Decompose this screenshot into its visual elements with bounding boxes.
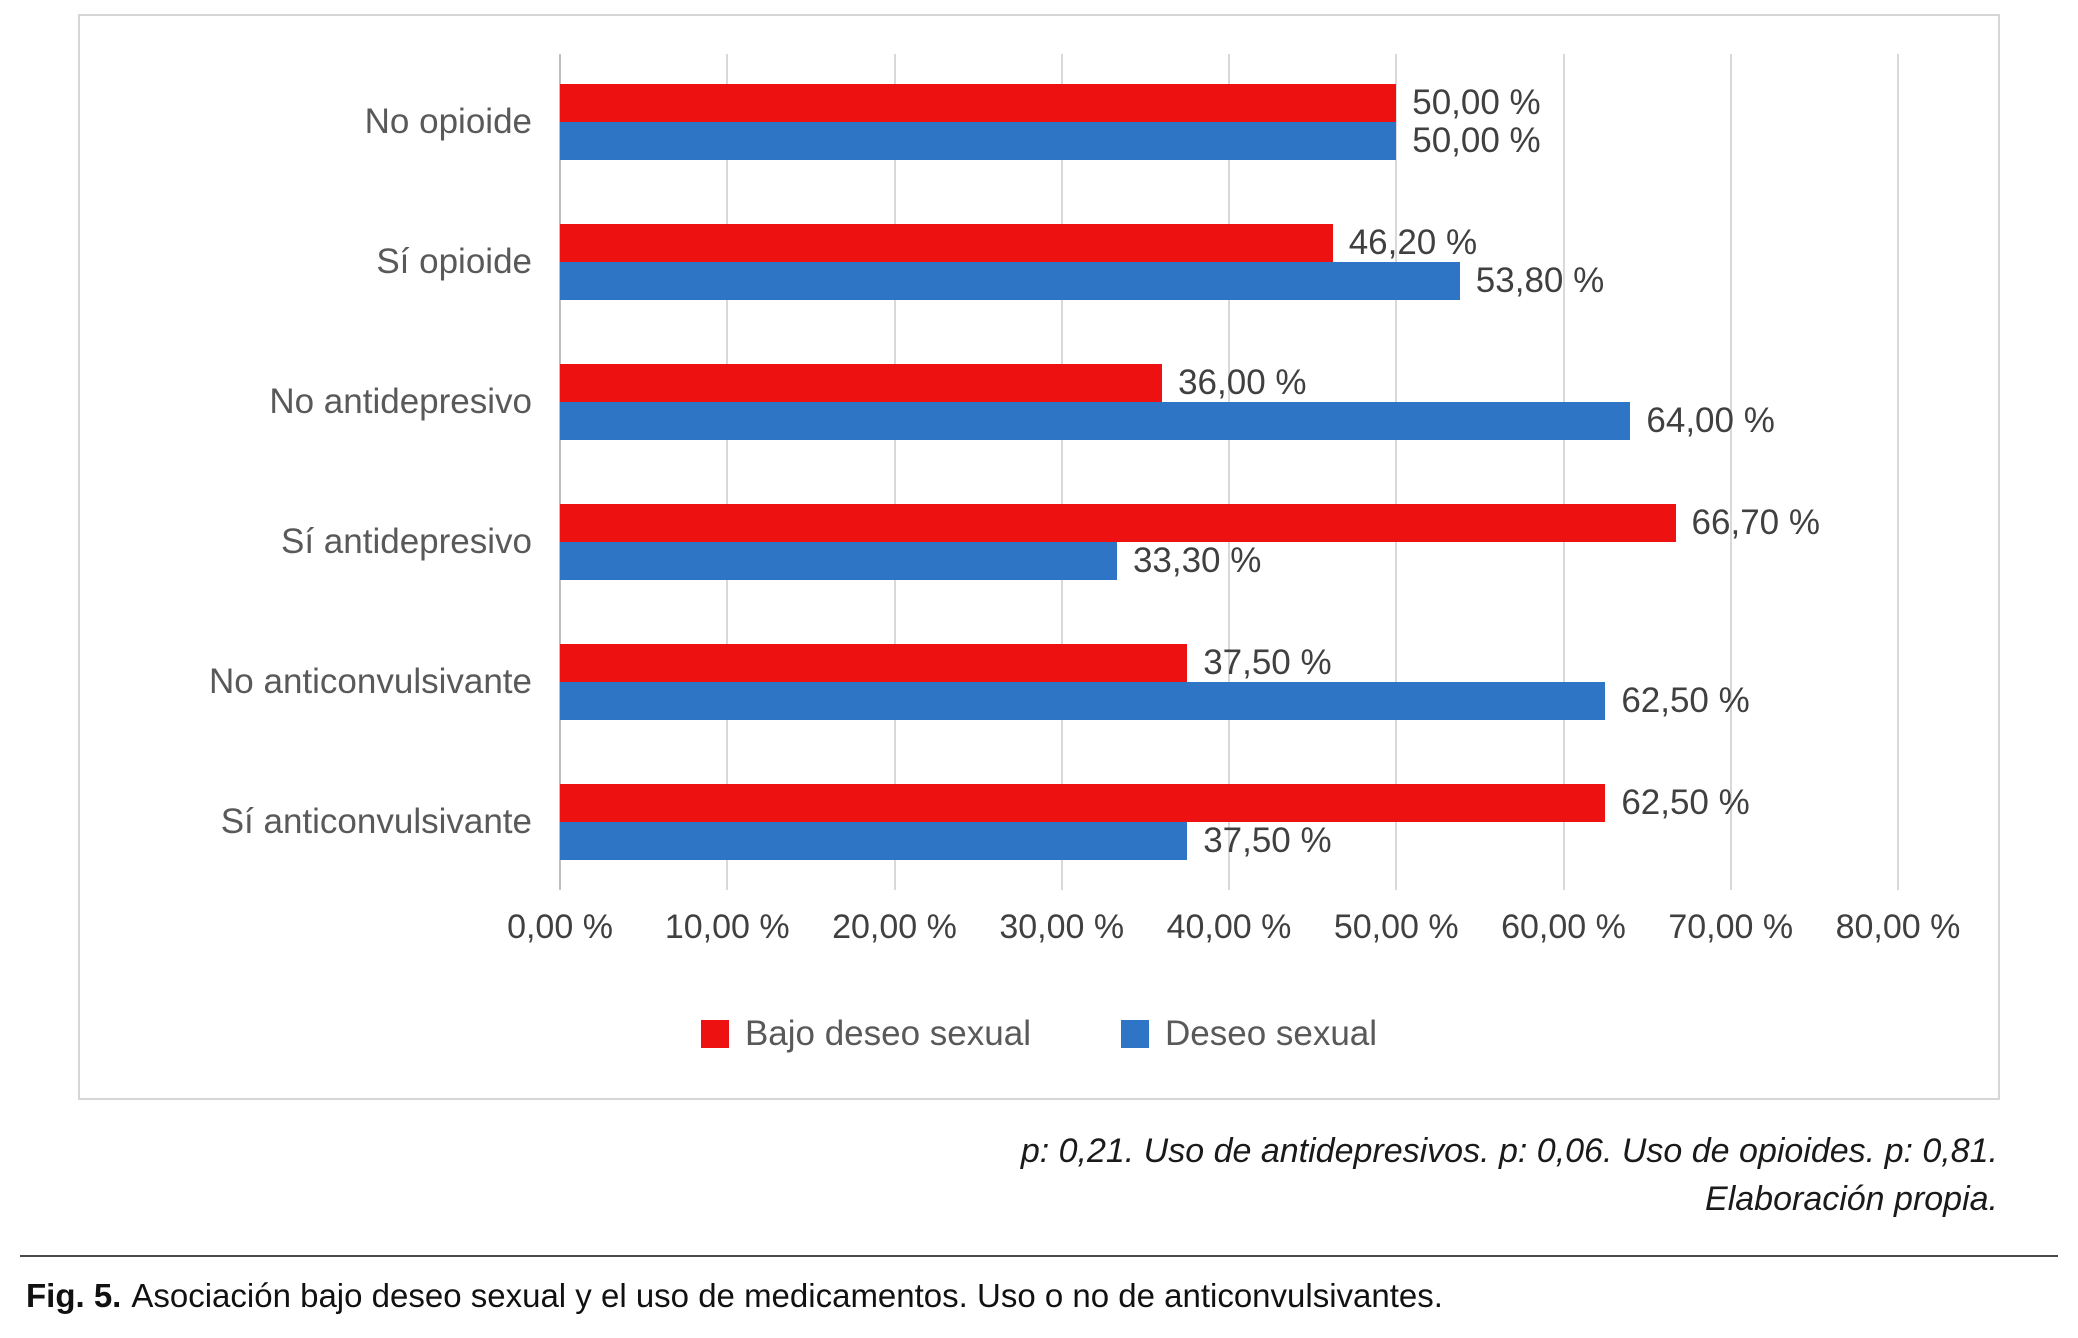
chart-row: Sí antidepresivo 66,70 % 33,30 % <box>110 503 1968 580</box>
gridline <box>1897 54 1899 890</box>
gridline <box>726 54 729 890</box>
x-tick-label: 50,00 % <box>1333 908 1459 946</box>
bar-group: 62,50 % 37,50 % <box>560 783 1898 860</box>
bar-value-label: 33,30 % <box>1132 541 1262 580</box>
bar-group: 66,70 % 33,30 % <box>560 503 1898 580</box>
bar-value-label: 46,20 % <box>1348 223 1478 262</box>
chart-rows: No opioide 50,00 % 50,00 % Sí opioide 46,20 … <box>110 83 1968 860</box>
bar-deseo-sexual <box>560 262 1460 300</box>
legend-label: Bajo deseo sexual <box>744 1014 1031 1053</box>
bar-group: 50,00 % 50,00 % <box>560 83 1898 160</box>
bar-line: 33,30 % <box>560 541 1898 580</box>
bar-group: 46,20 % 53,80 % <box>560 223 1898 300</box>
bar-line: 46,20 % <box>560 223 1898 262</box>
gridline <box>1228 54 1230 890</box>
bar-line: 62,50 % <box>560 783 1898 822</box>
bar-value-label: 64,00 % <box>1646 401 1775 440</box>
x-tick-label: 0,00 % <box>507 908 613 946</box>
x-tick-label: 70,00 % <box>1668 908 1794 946</box>
chart-row: No antidepresivo 36,00 % 64,00 % <box>110 363 1968 440</box>
bar-deseo-sexual <box>560 122 1397 160</box>
category-label: Sí opioide <box>376 242 532 281</box>
bar-line: 62,50 % <box>560 681 1898 720</box>
bar-value-label: 50,00 % <box>1412 121 1541 160</box>
bar-bajo-deseo-sexual <box>560 84 1397 122</box>
bar-bajo-deseo-sexual <box>560 644 1188 682</box>
bar-line: 53,80 % <box>560 261 1898 300</box>
chart-row: No anticonvulsivante 37,50 % 62,50 % <box>110 643 1968 720</box>
chart-row: Sí anticonvulsivante 62,50 % 37,50 % <box>110 783 1968 860</box>
gridline <box>893 54 896 890</box>
x-tick-label: 60,00 % <box>1501 908 1626 946</box>
bar-value-label: 50,00 % <box>1412 83 1541 122</box>
bar-value-label: 66,70 % <box>1691 503 1820 542</box>
bar-line: 37,50 % <box>560 643 1898 682</box>
bar-value-label: 53,80 % <box>1475 261 1605 300</box>
figure-caption-text: Asociación bajo deseo sexual y el uso de… <box>131 1277 1443 1315</box>
x-tick-label: 40,00 % <box>1166 908 1292 946</box>
legend-label: Deseo sexual <box>1164 1014 1378 1053</box>
category-label: No opioide <box>364 102 532 141</box>
x-tick-label: 30,00 % <box>999 908 1125 946</box>
bar-deseo-sexual <box>560 682 1606 720</box>
bar-deseo-sexual <box>560 402 1631 440</box>
legend-item-deseo-sexual: Deseo sexual <box>1120 1014 1378 1054</box>
chart-plot-area: No opioide 50,00 % 50,00 % Sí opioide 46,20 … <box>110 54 1968 890</box>
bar-bajo-deseo-sexual <box>560 364 1163 402</box>
bar-group: 36,00 % 64,00 % <box>560 363 1898 440</box>
x-axis: 0,00 % 10,00 % 20,00 % 30,00 % 40,00 % 50,00 … <box>507 908 1960 956</box>
chart-row: No opioide 50,00 % 50,00 % <box>110 83 1968 160</box>
bar-value-label: 62,50 % <box>1621 783 1750 822</box>
source-note: Elaboración propia. <box>1705 1179 1998 1218</box>
bar-line: 37,50 % <box>560 821 1898 860</box>
bar-value-label: 62,50 % <box>1621 681 1750 720</box>
bar-line: 66,70 % <box>560 503 1898 542</box>
bar-bajo-deseo-sexual <box>560 784 1606 822</box>
x-tick-label: 10,00 % <box>664 908 790 946</box>
chart-row: Sí opioide 46,20 % 53,80 % <box>110 223 1968 300</box>
legend-item-bajo-deseo-sexual: Bajo deseo sexual <box>700 1014 1031 1054</box>
bar-bajo-deseo-sexual <box>560 504 1676 542</box>
gridlines <box>559 54 1899 890</box>
legend-swatch-blue <box>1120 1020 1149 1048</box>
category-label: Sí antidepresivo <box>281 522 532 561</box>
category-label: Sí anticonvulsivante <box>220 802 532 841</box>
bar-line: 50,00 % <box>560 83 1898 122</box>
bar-value-label: 37,50 % <box>1203 643 1332 682</box>
bar-value-label: 37,50 % <box>1203 821 1332 860</box>
category-label: No anticonvulsivante <box>209 662 532 701</box>
x-tick-label: 80,00 % <box>1835 908 1961 946</box>
bar-line: 50,00 % <box>560 121 1898 160</box>
gridline <box>1562 54 1565 890</box>
chart-legend: Bajo deseo sexual Deseo sexual <box>110 1014 1968 1054</box>
gridline <box>1395 54 1398 890</box>
category-label: No antidepresivo <box>269 382 532 421</box>
x-tick-label: 20,00 % <box>832 908 957 946</box>
figure-box: No opioide 50,00 % 50,00 % Sí opioide 46,20 … <box>78 14 2000 1100</box>
legend-swatch-red <box>700 1020 729 1048</box>
bar-value-label: 36,00 % <box>1178 363 1307 402</box>
figure-caption-label: Fig. 5. <box>26 1277 122 1315</box>
bar-group: 37,50 % 62,50 % <box>560 643 1898 720</box>
figure-notes: p: 0,21. Uso de antidepresivos. p: 0,06.… <box>80 1128 1998 1223</box>
bar-deseo-sexual <box>560 822 1188 860</box>
gridline <box>1729 54 1732 890</box>
bar-line: 36,00 % <box>560 363 1898 402</box>
bar-bajo-deseo-sexual <box>560 224 1333 262</box>
bar-line: 64,00 % <box>560 401 1898 440</box>
figure-caption: Fig. 5. Asociación bajo deseo sexual y el… <box>20 1255 2058 1315</box>
bar-deseo-sexual <box>560 542 1117 580</box>
y-axis-line <box>559 54 561 890</box>
p-values-note: p: 0,21. Uso de antidepresivos. p: 0,06.… <box>1020 1132 1998 1170</box>
gridline <box>1060 54 1063 890</box>
